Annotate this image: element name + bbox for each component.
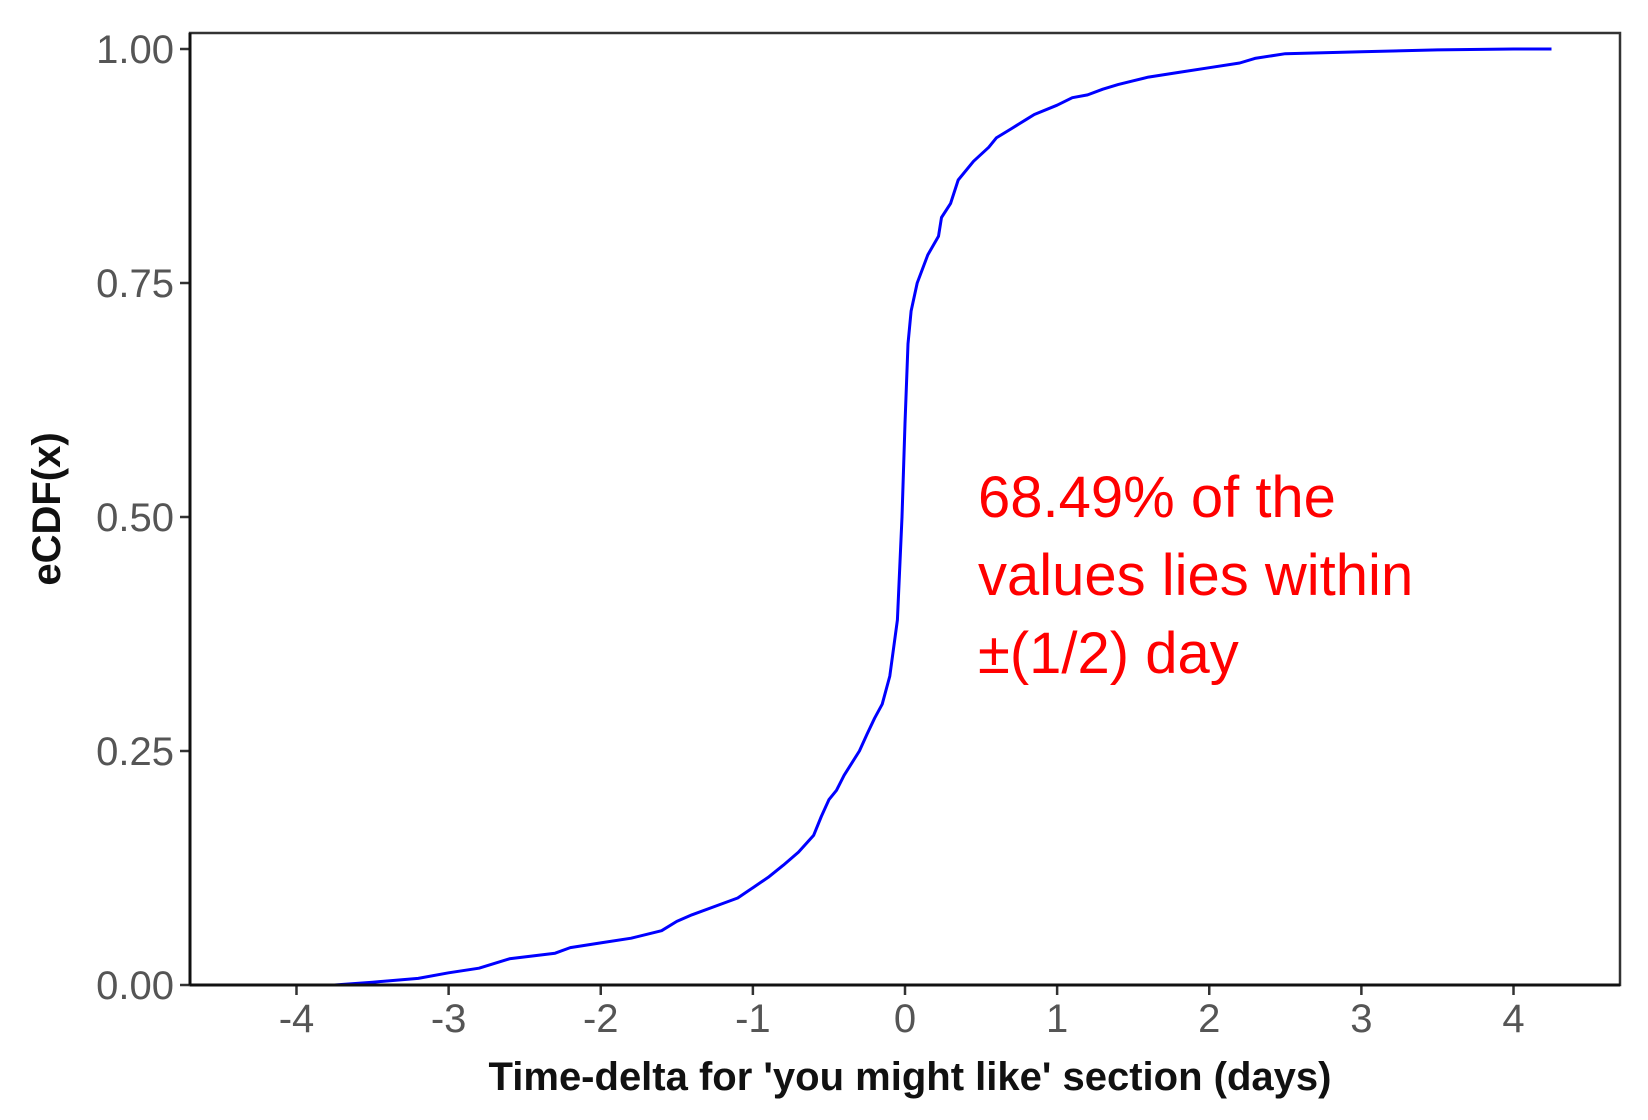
x-axis-title: Time-delta for 'you might like' section … xyxy=(489,1055,1332,1099)
x-tick-label: -1 xyxy=(735,997,771,1041)
x-tick-label: -4 xyxy=(279,997,315,1041)
y-tick-label: 0.50 xyxy=(96,496,174,540)
annotation-line: values lies within xyxy=(978,543,1413,608)
annotation-line: ±(1/2) day xyxy=(978,621,1239,686)
x-tick-label: -3 xyxy=(431,997,467,1041)
y-tick-label: 1.00 xyxy=(96,28,174,72)
x-tick-label: 4 xyxy=(1502,997,1524,1041)
x-tick-label: 1 xyxy=(1046,997,1068,1041)
x-axis-ticks: -4 -3 -2 -1 0 1 2 3 4 xyxy=(279,985,1525,1041)
annotation-line: 68.49% of the xyxy=(978,465,1336,530)
x-tick-label: -2 xyxy=(583,997,619,1041)
y-tick-label: 0.00 xyxy=(96,964,174,1008)
ecdf-series-line xyxy=(334,47,1552,987)
annotation-text: 68.49% of the values lies within ±(1/2) da… xyxy=(978,465,1413,686)
x-tick-label: 3 xyxy=(1350,997,1372,1041)
y-tick-label: 0.25 xyxy=(96,730,174,774)
y-tick-label: 0.75 xyxy=(96,262,174,306)
plot-panel xyxy=(190,33,1620,985)
y-axis-ticks: 0.00 0.25 0.50 0.75 1.00 xyxy=(96,28,190,1008)
x-tick-label: 2 xyxy=(1198,997,1220,1041)
x-tick-label: 0 xyxy=(894,997,916,1041)
y-axis-title: eCDF(x) xyxy=(25,432,69,585)
